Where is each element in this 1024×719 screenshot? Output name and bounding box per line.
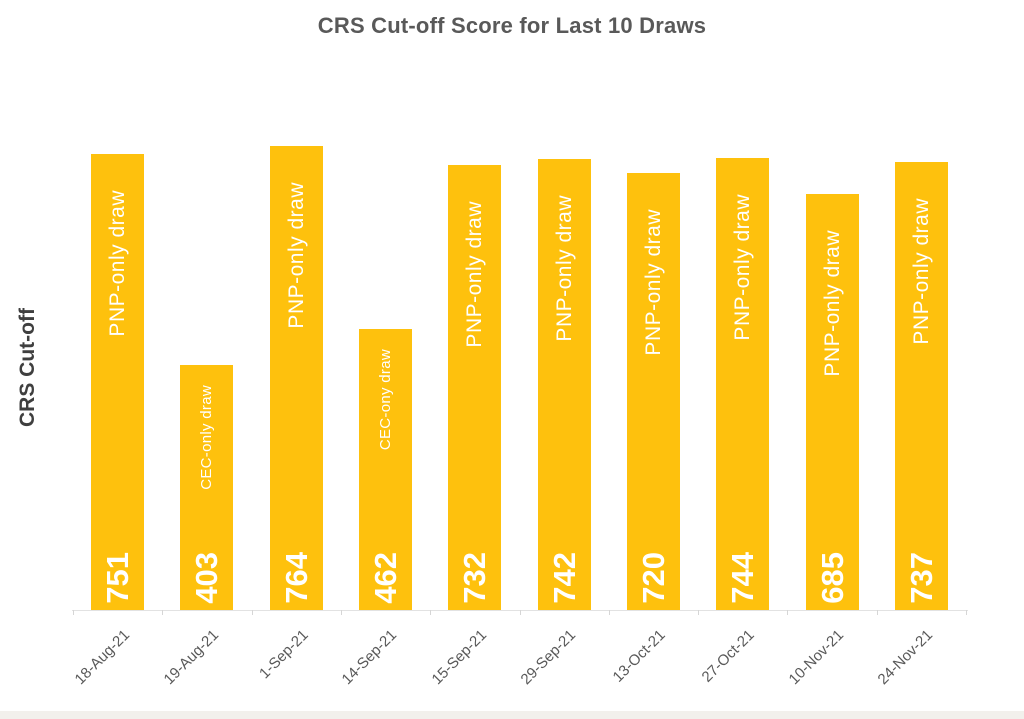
x-axis-label: 24-Nov-21 [874,626,937,689]
bar-category-label: PNP-only draw [909,198,933,345]
bar-category-label: PNP-only draw [284,181,308,329]
x-axis-label: 10-Nov-21 [785,626,848,689]
bar-category-label: PNP-only draw [820,229,844,377]
bar-value-label: 737 [903,552,939,604]
bar-value-label: 744 [725,552,761,604]
bar-category-label: PNP-only draw [463,201,487,348]
x-axis-labels: 18-Aug-21 19-Aug-21 1-Sep-21 14-Sep-21 1… [71,610,966,715]
bar-value-label: 403 [189,552,225,604]
bar: PNP-only draw 685 [805,193,859,610]
bar: PNP-only draw 720 [626,172,680,610]
bar: CEC-only draw 403 [180,365,234,610]
axis-tick [162,610,164,615]
x-axis-label: 19-Aug-21 [160,626,222,689]
bar: PNP-only draw 751 [91,153,145,610]
x-axis-label: 15-Sep-21 [428,626,490,689]
bar-value-label: 764 [278,552,314,604]
bar-value-label: 462 [368,552,404,604]
x-axis-label: 1-Sep-21 [255,626,312,683]
bar-category-label: CEC-ony draw [377,349,395,451]
axis-tick [519,610,521,615]
plot-area: PNP-only draw 751 CEC-only draw 403 PNP-… [71,124,968,688]
bar: PNP-only draw 764 [269,145,323,610]
bottom-edge-strip [0,711,1024,719]
x-axis-label: 27-Oct-21 [698,626,758,686]
axis-tick [787,610,789,615]
x-axis-label: 14-Sep-21 [338,626,401,689]
bar: PNP-only draw 737 [894,162,948,610]
y-axis-title: CRS Cut-off [16,308,39,428]
axis-tick [251,610,253,615]
axis-tick [966,610,967,615]
chart-title: CRS Cut-off Score for Last 10 Draws [317,13,707,38]
bar-category-label: PNP-only draw [106,189,130,337]
axis-tick [608,610,610,615]
x-axis-label: 18-Aug-21 [71,626,133,689]
axis-tick [876,610,878,615]
bar-category-label: PNP-only draw [641,208,665,356]
bar-value-label: 732 [457,552,493,604]
bar: PNP-only draw 742 [537,159,591,610]
x-axis-label: 29-Sep-21 [517,626,580,689]
bar-category-label: PNP-only draw [552,195,576,342]
x-axis-label: 13-Oct-21 [609,626,669,686]
axis-tick [698,610,700,615]
bar: PNP-only draw 744 [716,158,770,610]
bar: CEC-ony draw 462 [359,329,413,610]
bar-value-label: 685 [814,552,850,604]
axis-tick [430,610,432,615]
bar-value-label: 720 [635,552,671,604]
bar-value-label: 751 [100,552,136,604]
bar-value-label: 742 [546,552,582,604]
bar-category-label: CEC-only draw [198,385,216,490]
bar: PNP-only draw 732 [448,165,502,610]
bar-category-label: PNP-only draw [731,194,755,341]
axis-tick [340,610,342,615]
axis-tick [73,610,74,615]
